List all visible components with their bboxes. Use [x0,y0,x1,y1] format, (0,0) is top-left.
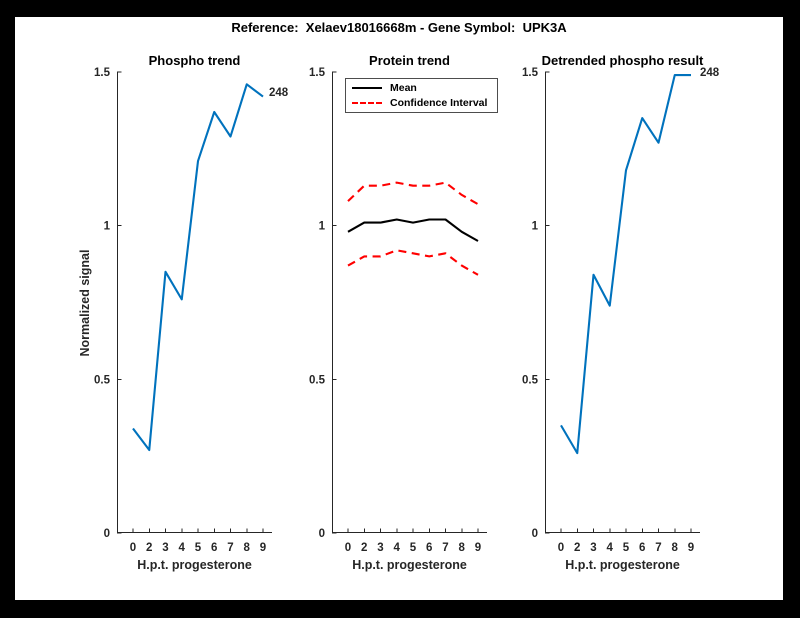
plot3-x-tick-label: 7 [655,542,661,554]
plot2-x-tick-label: 2 [361,542,367,554]
plot3-y-tick-label: 0 [532,528,538,540]
plot3-title: Detrended phospho result [541,53,704,68]
plot3-y-tick-label: 1 [532,221,539,233]
mean-line-sample-icon [352,87,382,89]
plot1-x-tick-label: 3 [162,542,168,554]
plot1-x-tick-label: 4 [179,542,186,554]
plot2-y-tick-label: 0 [319,528,325,540]
plot2-title: Protein trend [369,53,450,68]
plot1-x-tick-label: 8 [244,542,251,554]
plot1-y-tick-label: 1.5 [94,67,111,79]
plot3-x-axis-label: H.p.t. progesterone [565,558,680,572]
plot2-x-tick-label: 4 [394,542,401,554]
legend-label-confidence-interval: Confidence Interval [390,97,488,109]
plot1-x-axis-label: H.p.t. progesterone [137,558,252,572]
plot2-axis [332,72,487,533]
plot2-y-tick-label: 1.5 [309,67,326,79]
plot1-endpoint-data-label: 248 [269,87,289,99]
plot2-x-tick-label: 8 [459,542,466,554]
plot1-phospho-signal-line [132,83,264,452]
plot2-x-tick-label: 5 [410,542,417,554]
plot3-x-tick-label: 4 [607,542,614,554]
plot2-y-tick-label: 0.5 [309,374,326,386]
charts-svg: 00.511.50 2 3 4 5 6 7 8 900.511.50 2 3 4 5 6 7 8 900.511… [94,67,700,554]
plot2-x-tick-label: 7 [442,542,448,554]
plot3-x-tick-label: 0 [558,542,564,554]
plot3-x-tick-label: 9 [688,542,694,554]
legend-box: Mean Confidence Interval [345,78,498,113]
plot3-x-tick-label: 5 [623,542,630,554]
plot1-x-tick-label: 6 [211,542,217,554]
plot1-axis [117,72,272,533]
plot2-x-axis-label: H.p.t. progesterone [352,558,467,572]
plot1-x-tick-label: 0 [130,542,136,554]
plot3-x-tick-label: 8 [672,542,679,554]
plot3-x-tick-label: 2 [574,542,580,554]
plot2-ci-upper-line [347,181,479,206]
plot3-detrended-phospho-line [560,74,691,455]
legend-label-mean: Mean [390,82,417,94]
ci-line-sample-icon [352,102,382,104]
plot3-x-tick-label: 6 [639,542,645,554]
plot2-x-tick-label: 0 [345,542,351,554]
plot2-x-tick-label: 9 [475,542,481,554]
plot1-title: Phospho trend [148,53,241,68]
plot2-ci-lower-line [347,249,479,276]
figure-canvas: Reference: Xelaev18016668m - Gene Symbol… [15,17,783,600]
plot2-x-tick-label: 3 [377,542,383,554]
plot2-x-tick-label: 6 [426,542,432,554]
plot1-y-tick-label: 0 [104,528,110,540]
plot1-y-tick-label: 0.5 [94,374,111,386]
plot3-y-tick-label: 1.5 [522,67,539,79]
plot3-x-tick-label: 3 [590,542,596,554]
legend-row-mean: Mean [346,81,497,95]
plot1-y-tick-label: 1 [104,221,111,233]
figure-title: Reference: Xelaev18016668m - Gene Symbol… [231,20,567,35]
plot3-y-tick-label: 0.5 [522,374,539,386]
plot1-x-tick-label: 9 [260,542,266,554]
plot3-endpoint-data-label: 248 [700,67,720,79]
plot1-x-tick-label: 7 [227,542,233,554]
plot2-mean-line [347,218,479,242]
legend-row-confidence-interval: Confidence Interval [346,96,497,110]
plot1-x-tick-label: 5 [195,542,202,554]
plot1-x-tick-label: 2 [146,542,152,554]
plot3-axis [545,72,700,533]
plot2-y-tick-label: 1 [319,221,326,233]
